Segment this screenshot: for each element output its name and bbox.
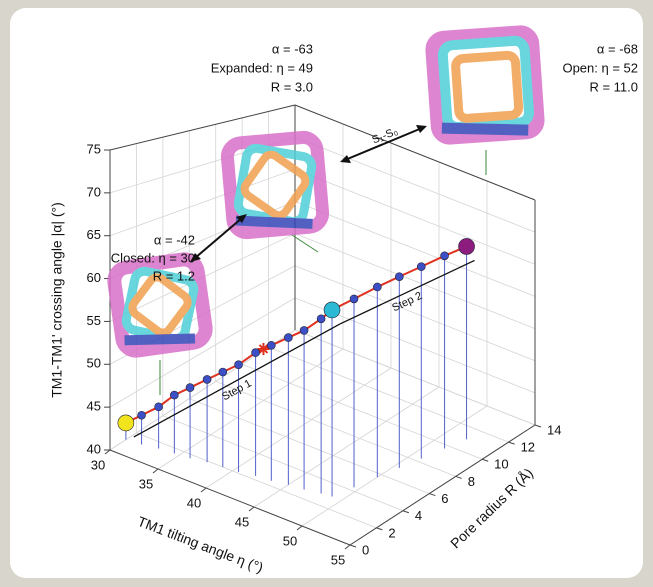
- grid-line: [162, 415, 404, 512]
- open-alpha: α = -68: [597, 41, 638, 56]
- y-tick-label: 0: [362, 542, 369, 557]
- grid-line: [294, 265, 536, 362]
- z-tick-label: 45: [87, 399, 101, 414]
- tick-mark: [200, 487, 207, 493]
- data-point: [316, 314, 326, 324]
- data-point: [185, 383, 195, 392]
- y-tick-label: 4: [415, 508, 422, 523]
- y-tick-label: 2: [388, 525, 395, 540]
- tick-mark: [152, 468, 159, 474]
- grid-line: [136, 432, 377, 529]
- protein-closed: [107, 252, 213, 358]
- grid-line: [157, 348, 344, 470]
- y-tick-label: 14: [547, 422, 561, 437]
- grid-line: [253, 386, 440, 508]
- protein-expanded: [220, 130, 330, 240]
- tick-mark: [402, 510, 410, 514]
- z-tick-label: 65: [87, 227, 101, 242]
- x-tick-label: 55: [331, 552, 345, 567]
- step-2-arrow: [339, 259, 475, 325]
- expanded-alpha: α = -63: [272, 41, 313, 56]
- axis-line: [109, 449, 351, 546]
- z-axis-label: TM1-TM1' crossing angle |α| (°): [49, 202, 65, 398]
- open-eta: Open: η = 52: [562, 60, 638, 75]
- data-point: [323, 301, 341, 319]
- grid-line: [189, 398, 430, 494]
- protein-open: [425, 25, 545, 145]
- data-point: [117, 414, 135, 432]
- x-tick-label: 45: [235, 514, 249, 529]
- y-tick-label: 6: [441, 491, 448, 506]
- highlight-star: [257, 342, 270, 355]
- data-point: [251, 348, 260, 357]
- x-tick-label: 35: [139, 476, 153, 491]
- data-point: [202, 375, 212, 384]
- open-r: R = 11.0: [589, 79, 638, 94]
- y-tick-label: 10: [494, 457, 508, 472]
- tick-mark: [344, 544, 351, 550]
- data-point: [218, 367, 228, 377]
- tick-mark: [455, 475, 462, 479]
- grid-line: [241, 363, 483, 460]
- step-1-arrow: [133, 323, 341, 438]
- grid-line: [268, 346, 509, 443]
- arrows: [159, 125, 487, 395]
- z-tick-label: 75: [87, 141, 101, 156]
- z-tick-label: 70: [87, 184, 101, 199]
- panel: [10, 8, 643, 578]
- z-tick-label: 60: [87, 270, 101, 285]
- y-tick-label: 12: [521, 440, 535, 455]
- data-point: [154, 402, 163, 412]
- grid-line: [294, 233, 536, 329]
- closed-alpha: α = -42: [154, 232, 195, 247]
- data-point: [299, 326, 309, 335]
- data-point: [458, 238, 475, 255]
- grid-line: [205, 367, 392, 489]
- data-point: [349, 294, 359, 304]
- grid-line: [109, 297, 296, 408]
- expanded-r: R = 3.0: [271, 79, 313, 94]
- axis-line: [109, 104, 296, 151]
- data-point: [170, 390, 179, 400]
- tick-mark: [429, 493, 436, 497]
- axis-line: [294, 104, 536, 201]
- data-point: [440, 251, 449, 261]
- tick-mark: [508, 441, 515, 445]
- data-point: [234, 360, 243, 369]
- grid-line: [294, 136, 536, 233]
- tick-mark: [248, 506, 255, 512]
- data-point: [416, 262, 426, 271]
- data-point: [267, 341, 276, 350]
- z-tick-label: 55: [87, 313, 101, 328]
- tick-mark: [481, 458, 489, 462]
- grid-line: [294, 201, 536, 297]
- x-tick-label: 50: [283, 533, 297, 548]
- expanded-eta: Expanded: η = 49: [211, 60, 313, 75]
- z-tick-label: 50: [87, 356, 101, 371]
- closed-eta: Closed: η = 30: [111, 250, 195, 265]
- tick-mark: [104, 449, 111, 455]
- axis-line: [349, 424, 536, 546]
- tick-mark: [376, 527, 383, 531]
- closed-r: R = 1.2: [153, 268, 195, 283]
- tick-mark: [534, 424, 542, 428]
- grid-line: [294, 168, 536, 265]
- grid-line: [109, 168, 296, 237]
- x-tick-label: 40: [187, 495, 201, 510]
- data-point: [373, 282, 382, 292]
- data-point: [284, 333, 293, 342]
- tick-mark: [296, 525, 303, 531]
- tick-mark: [349, 544, 357, 548]
- x-tick-label: 30: [91, 457, 105, 472]
- grid-line: [301, 405, 488, 527]
- z-tick-label: 40: [87, 441, 101, 456]
- grid-line: [294, 329, 536, 426]
- y-tick-label: 8: [468, 474, 475, 489]
- data-point: [394, 272, 404, 281]
- data-point: [137, 410, 146, 420]
